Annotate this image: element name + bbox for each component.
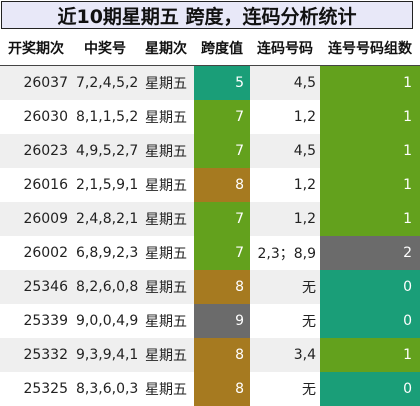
cell-numbers: 2,4,8,2,1	[72, 201, 138, 236]
cell-numbers: 8,3,6,0,3	[72, 371, 138, 406]
cell-weekday: 星期五	[138, 303, 194, 338]
cell-groups: 1	[320, 201, 420, 236]
table-row: 26002 6,8,9,2,3 星期五 7 2,3；8,9 2	[0, 235, 420, 270]
table-row: 26037 7,2,4,5,2 星期五 5 4,5 1	[0, 65, 420, 100]
cell-groups: 1	[320, 65, 420, 100]
header-span: 跨度值	[194, 31, 250, 66]
cell-span: 5	[194, 65, 250, 100]
cell-period: 25339	[0, 303, 72, 338]
table-row: 25325 8,3,6,0,3 星期五 8 无 0	[0, 371, 420, 406]
cell-consecutive: 2,3；8,9	[250, 235, 320, 270]
table-row: 25339 9,0,0,4,9 星期五 9 无 0	[0, 303, 420, 338]
cell-groups: 1	[320, 99, 420, 134]
cell-numbers: 9,0,0,4,9	[72, 303, 138, 338]
cell-span: 7	[194, 201, 250, 236]
header-consecutive: 连码号码	[250, 31, 320, 66]
cell-groups: 1	[320, 167, 420, 202]
cell-span: 8	[194, 371, 250, 406]
cell-period: 26016	[0, 167, 72, 202]
cell-consecutive: 无	[250, 269, 320, 304]
cell-numbers: 7,2,4,5,2	[72, 65, 138, 100]
cell-span: 7	[194, 133, 250, 168]
cell-weekday: 星期五	[138, 167, 194, 202]
table-row: 25332 9,3,9,4,1 星期五 8 3,4 1	[0, 337, 420, 372]
cell-numbers: 8,2,6,0,8	[72, 269, 138, 304]
cell-numbers: 6,8,9,2,3	[72, 235, 138, 270]
cell-groups: 0	[320, 371, 420, 406]
cell-span: 8	[194, 337, 250, 372]
cell-weekday: 星期五	[138, 133, 194, 168]
cell-period: 26030	[0, 99, 72, 134]
header-row: 开奖期次 中奖号 星期次 跨度值 连码号码 连号号码组数	[0, 31, 420, 66]
cell-weekday: 星期五	[138, 201, 194, 236]
cell-weekday: 星期五	[138, 235, 194, 270]
cell-numbers: 2,1,5,9,1	[72, 167, 138, 202]
table-row: 26023 4,9,5,2,7 星期五 7 4,5 1	[0, 133, 420, 168]
cell-consecutive: 无	[250, 371, 320, 406]
table-row: 26030 8,1,1,5,2 星期五 7 1,2 1	[0, 99, 420, 134]
cell-consecutive: 4,5	[250, 65, 320, 100]
cell-consecutive: 1,2	[250, 201, 320, 236]
cell-period: 25332	[0, 337, 72, 372]
page-title: 近10期星期五 跨度，连码分析统计	[1, 1, 413, 29]
header-weekday: 星期次	[138, 31, 194, 66]
cell-span: 7	[194, 235, 250, 270]
cell-period: 25325	[0, 371, 72, 406]
cell-consecutive: 无	[250, 303, 320, 338]
cell-numbers: 9,3,9,4,1	[72, 337, 138, 372]
header-groups: 连号号码组数	[320, 31, 420, 66]
cell-weekday: 星期五	[138, 269, 194, 304]
cell-span: 7	[194, 99, 250, 134]
header-numbers: 中奖号	[72, 31, 138, 66]
cell-span: 8	[194, 269, 250, 304]
cell-groups: 0	[320, 303, 420, 338]
cell-period: 26023	[0, 133, 72, 168]
cell-weekday: 星期五	[138, 337, 194, 372]
header-period: 开奖期次	[0, 31, 72, 66]
cell-groups: 0	[320, 269, 420, 304]
cell-consecutive: 1,2	[250, 99, 320, 134]
table-row: 26016 2,1,5,9,1 星期五 8 1,2 1	[0, 167, 420, 202]
cell-period: 26002	[0, 235, 72, 270]
cell-numbers: 8,1,1,5,2	[72, 99, 138, 134]
cell-span: 9	[194, 303, 250, 338]
cell-period: 26037	[0, 65, 72, 100]
cell-weekday: 星期五	[138, 371, 194, 406]
cell-span: 8	[194, 167, 250, 202]
table-row: 25346 8,2,6,0,8 星期五 8 无 0	[0, 269, 420, 304]
cell-period: 26009	[0, 201, 72, 236]
stats-table: 开奖期次 中奖号 星期次 跨度值 连码号码 连号号码组数 26037 7,2,4,…	[0, 31, 420, 406]
cell-numbers: 4,9,5,2,7	[72, 133, 138, 168]
cell-groups: 2	[320, 235, 420, 270]
cell-period: 25346	[0, 269, 72, 304]
cell-consecutive: 1,2	[250, 167, 320, 202]
cell-consecutive: 4,5	[250, 133, 320, 168]
table-row: 26009 2,4,8,2,1 星期五 7 1,2 1	[0, 201, 420, 236]
cell-weekday: 星期五	[138, 65, 194, 100]
cell-groups: 1	[320, 133, 420, 168]
cell-weekday: 星期五	[138, 99, 194, 134]
cell-groups: 1	[320, 337, 420, 372]
cell-consecutive: 3,4	[250, 337, 320, 372]
